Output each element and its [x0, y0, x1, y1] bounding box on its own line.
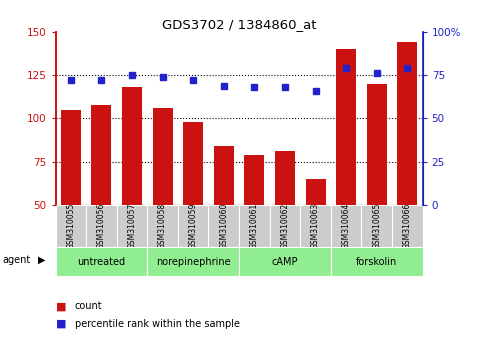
Bar	[239, 205, 270, 247]
Bar	[270, 205, 300, 247]
Bar	[239, 247, 331, 276]
Text: norepinephrine: norepinephrine	[156, 257, 230, 267]
Text: count: count	[75, 301, 102, 311]
Bar	[147, 247, 239, 276]
Bar	[117, 205, 147, 247]
Text: cAMP: cAMP	[272, 257, 298, 267]
Bar	[86, 205, 117, 247]
Text: ■: ■	[56, 319, 66, 329]
Text: GSM310056: GSM310056	[97, 203, 106, 249]
Bar	[367, 84, 387, 205]
Text: ■: ■	[56, 301, 66, 311]
Text: agent: agent	[2, 255, 30, 265]
Bar	[214, 146, 234, 205]
Text: GSM310057: GSM310057	[128, 203, 137, 249]
Text: forskolin: forskolin	[356, 257, 398, 267]
Bar	[122, 87, 142, 205]
Bar	[392, 205, 423, 247]
Text: GSM310060: GSM310060	[219, 203, 228, 249]
Bar	[178, 205, 209, 247]
Bar	[361, 205, 392, 247]
Text: GSM310062: GSM310062	[281, 203, 289, 249]
Text: percentile rank within the sample: percentile rank within the sample	[75, 319, 240, 329]
Text: untreated: untreated	[77, 257, 126, 267]
Bar	[147, 205, 178, 247]
Bar	[331, 247, 423, 276]
Text: GSM310066: GSM310066	[403, 203, 412, 249]
Title: GDS3702 / 1384860_at: GDS3702 / 1384860_at	[162, 18, 316, 31]
Bar	[244, 155, 264, 205]
Text: GSM310064: GSM310064	[341, 203, 351, 249]
Bar	[398, 42, 417, 205]
Bar	[209, 205, 239, 247]
Bar	[153, 108, 172, 205]
Text: GSM310059: GSM310059	[189, 203, 198, 249]
Text: GSM310061: GSM310061	[250, 203, 259, 249]
Bar	[275, 151, 295, 205]
Bar	[183, 122, 203, 205]
Bar	[91, 104, 112, 205]
Bar	[300, 205, 331, 247]
Text: GSM310063: GSM310063	[311, 203, 320, 249]
Text: GSM310058: GSM310058	[158, 203, 167, 249]
Text: ▶: ▶	[38, 255, 45, 265]
Bar	[306, 179, 326, 205]
Bar	[56, 205, 86, 247]
Text: GSM310065: GSM310065	[372, 203, 381, 249]
Bar	[56, 247, 147, 276]
Text: GSM310055: GSM310055	[66, 203, 75, 249]
Bar	[336, 49, 356, 205]
Bar	[331, 205, 361, 247]
Bar	[61, 110, 81, 205]
